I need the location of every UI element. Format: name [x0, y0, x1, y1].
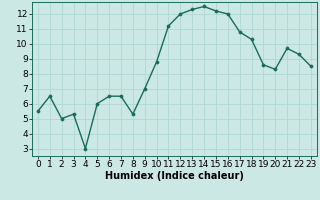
X-axis label: Humidex (Indice chaleur): Humidex (Indice chaleur) — [105, 171, 244, 181]
